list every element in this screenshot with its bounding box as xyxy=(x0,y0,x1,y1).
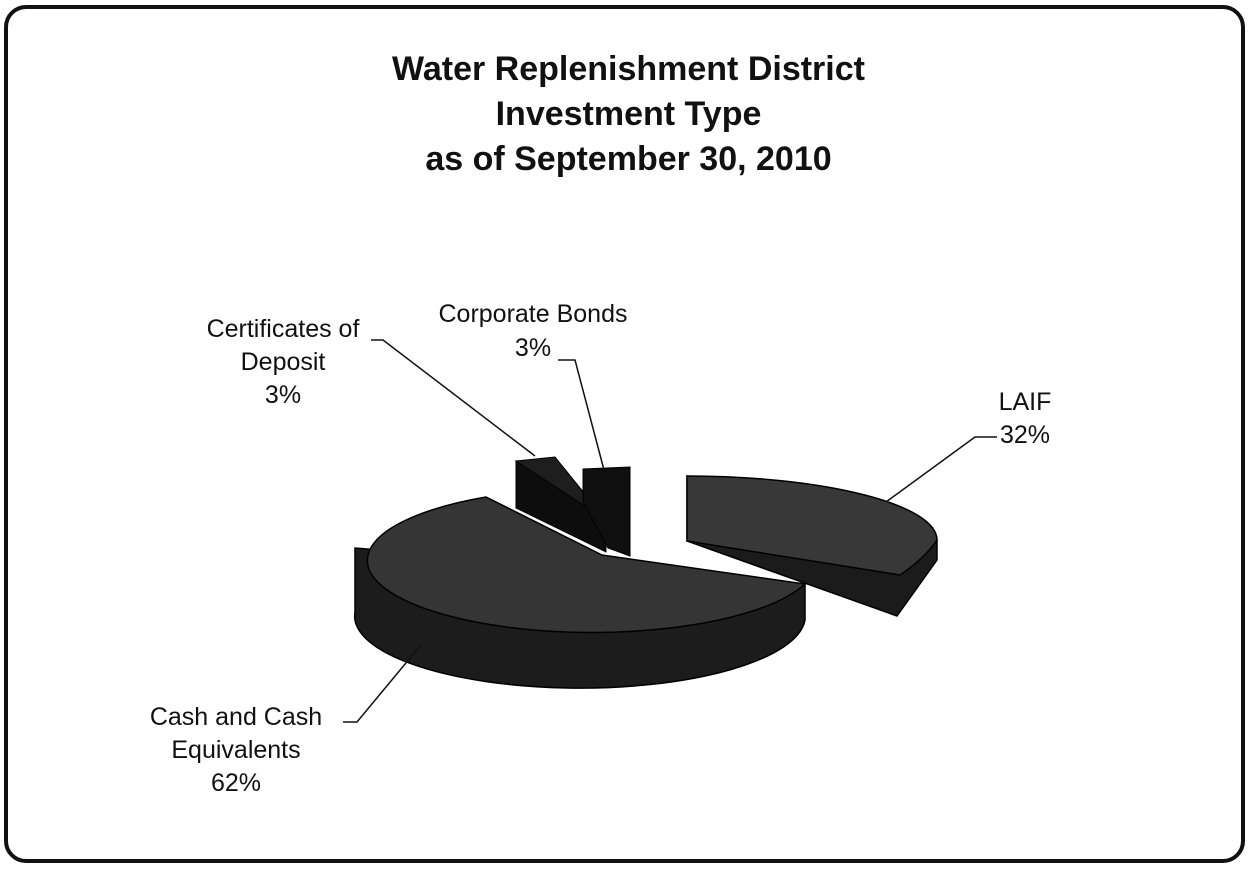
label-laif-pct: 32% xyxy=(1000,421,1050,449)
label-certificates-line-2: Deposit xyxy=(241,348,326,376)
leader-line-certificates xyxy=(371,339,536,457)
label-cash-line-2: Equivalents xyxy=(171,736,300,764)
leader-line-cash xyxy=(343,645,421,723)
chart-title-line-3: as of September 30, 2010 xyxy=(425,140,832,178)
leader-line-corporate-bonds xyxy=(558,359,605,471)
pie-slice-certificates-of-deposit xyxy=(514,456,607,553)
chart-title-line-1: Water Replenishment District xyxy=(392,50,865,88)
chart-title-line-2: Investment Type xyxy=(495,95,762,133)
label-corporate-bonds-pct: 3% xyxy=(515,334,551,362)
pie-slice-laif xyxy=(686,475,938,617)
label-certificates-pct: 3% xyxy=(265,381,301,409)
label-laif-name: LAIF xyxy=(999,388,1052,416)
pie-slice-cash-and-cash-equivalents xyxy=(353,496,807,689)
chart-frame xyxy=(4,5,1245,863)
leader-line-laif xyxy=(885,436,997,503)
label-cash-pct: 62% xyxy=(211,769,261,797)
label-cash-line-1: Cash and Cash xyxy=(150,703,322,731)
label-corporate-bonds-name: Corporate Bonds xyxy=(438,300,627,328)
label-certificates-line-1: Certificates of xyxy=(207,315,360,343)
pie-slice-corporate-bonds xyxy=(582,466,631,557)
